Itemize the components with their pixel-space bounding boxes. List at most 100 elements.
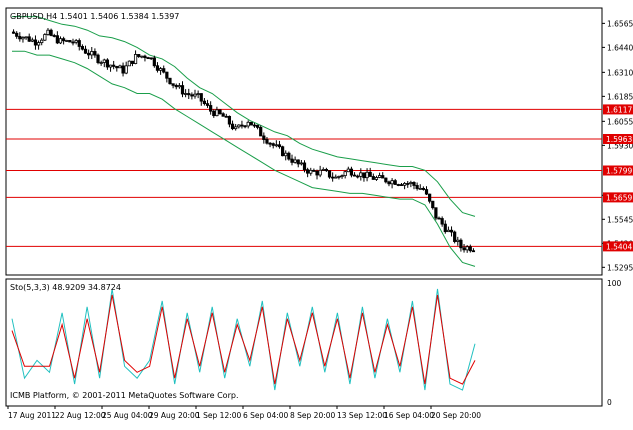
candle-body bbox=[290, 158, 294, 163]
candle-body bbox=[143, 55, 147, 59]
candle-body bbox=[158, 68, 163, 71]
candle-body bbox=[171, 83, 175, 86]
candle-body bbox=[99, 62, 103, 64]
time-tick-label: 13 Sep 12:00 bbox=[337, 411, 387, 420]
price-tick-label: 1.6185 bbox=[607, 92, 633, 101]
candle-body bbox=[108, 64, 113, 68]
candle-body bbox=[287, 152, 291, 160]
candle-body bbox=[274, 144, 278, 147]
candle-body bbox=[177, 85, 181, 88]
price-level-label: 1.5963 bbox=[606, 135, 632, 144]
candle-body bbox=[137, 54, 141, 57]
time-tick-label: 8 Sep 20:00 bbox=[290, 411, 336, 420]
price-tick-label: 1.5930 bbox=[607, 141, 633, 150]
price-level-badge bbox=[603, 241, 633, 252]
candle-body bbox=[209, 105, 213, 112]
price-panel-frame bbox=[5, 7, 603, 276]
candle-body bbox=[199, 93, 203, 102]
price-tick-label: 1.6055 bbox=[607, 117, 633, 126]
candle-body bbox=[83, 48, 88, 54]
candle-body bbox=[321, 169, 325, 171]
candle-body bbox=[265, 139, 269, 144]
candle-body bbox=[449, 229, 454, 233]
candle-body bbox=[409, 182, 413, 184]
price-tick-label: 1.6310 bbox=[607, 68, 633, 77]
candle-body bbox=[277, 144, 282, 148]
stochastic-lines bbox=[11, 288, 476, 391]
candle-body bbox=[446, 229, 451, 233]
bollinger-bands bbox=[12, 16, 476, 267]
candle-body bbox=[180, 85, 185, 95]
candle-body bbox=[58, 38, 63, 44]
price-tick-label: 1.5545 bbox=[607, 215, 633, 224]
candle-body bbox=[105, 59, 110, 68]
candle-body bbox=[237, 124, 241, 128]
candle-body bbox=[424, 189, 429, 195]
time-tick-label: 1 Sep 12:00 bbox=[196, 411, 242, 420]
candle-body bbox=[102, 59, 106, 63]
time-tick-label: 29 Aug 20:00 bbox=[149, 411, 200, 420]
candle-body bbox=[230, 123, 235, 130]
candle-body bbox=[115, 66, 119, 69]
candle-body bbox=[40, 39, 44, 44]
candle-body bbox=[268, 142, 272, 145]
candle-body bbox=[327, 170, 332, 178]
candle-body bbox=[62, 38, 66, 42]
candle-body bbox=[149, 57, 153, 60]
stochastic-signal-line bbox=[11, 294, 476, 385]
candle-body bbox=[168, 77, 172, 85]
upper-band-line bbox=[12, 16, 476, 217]
candle-body bbox=[249, 121, 253, 126]
price-level-badge bbox=[603, 134, 633, 145]
candle-body bbox=[218, 109, 222, 115]
candle-body bbox=[121, 65, 125, 74]
candle-body bbox=[65, 40, 69, 42]
indicator-tick-label: 0 bbox=[607, 398, 612, 407]
candle-body bbox=[71, 41, 75, 44]
lower-band-line bbox=[12, 50, 476, 267]
candle-body bbox=[255, 124, 260, 128]
candle-body bbox=[462, 247, 466, 251]
candle-body bbox=[365, 171, 369, 179]
candle-body bbox=[418, 187, 422, 190]
candle-body bbox=[55, 35, 59, 44]
time-tick-label: 25 Aug 04:00 bbox=[102, 411, 153, 420]
candle-body bbox=[259, 126, 263, 137]
candle-body bbox=[352, 174, 357, 177]
candle-body bbox=[374, 177, 379, 180]
candle-body bbox=[390, 180, 394, 185]
candle-body bbox=[453, 231, 457, 242]
price-tick-label: 1.6440 bbox=[607, 43, 633, 52]
candle-body bbox=[118, 65, 122, 69]
candle-body bbox=[162, 68, 166, 73]
candle-body bbox=[293, 159, 297, 163]
price-level-label: 1.5404 bbox=[606, 242, 632, 251]
candle-body bbox=[234, 126, 238, 130]
candle-body bbox=[46, 29, 50, 35]
price-level-label: 1.5659 bbox=[606, 193, 632, 202]
candle-body bbox=[415, 185, 419, 189]
indicator-axis: 100 0 bbox=[607, 279, 622, 407]
time-tick-label: 17 Aug 2011 bbox=[8, 411, 56, 420]
candle-body bbox=[359, 172, 363, 177]
candle-body bbox=[205, 103, 210, 106]
copyright-text: ICMB Platform, © 2001-2011 MetaQuotes So… bbox=[10, 391, 239, 400]
candle-body bbox=[30, 39, 34, 42]
time-tick-label: 6 Sep 04:00 bbox=[243, 411, 289, 420]
candle-body bbox=[74, 40, 78, 43]
candle-body bbox=[362, 172, 366, 179]
candle-body bbox=[406, 183, 410, 185]
candle-body bbox=[90, 51, 94, 56]
candle-body bbox=[393, 180, 397, 185]
candle-body bbox=[87, 52, 91, 56]
candle-body bbox=[302, 162, 307, 171]
indicator-tick-label: 100 bbox=[607, 279, 622, 288]
candle-body bbox=[396, 184, 400, 186]
candle-body bbox=[324, 169, 329, 172]
candle-body bbox=[152, 57, 156, 67]
candle-body bbox=[459, 239, 463, 249]
candle-body bbox=[262, 135, 266, 140]
candle-body bbox=[468, 246, 472, 252]
candle-body bbox=[130, 60, 135, 64]
price-level-label: 1.5799 bbox=[606, 167, 632, 176]
